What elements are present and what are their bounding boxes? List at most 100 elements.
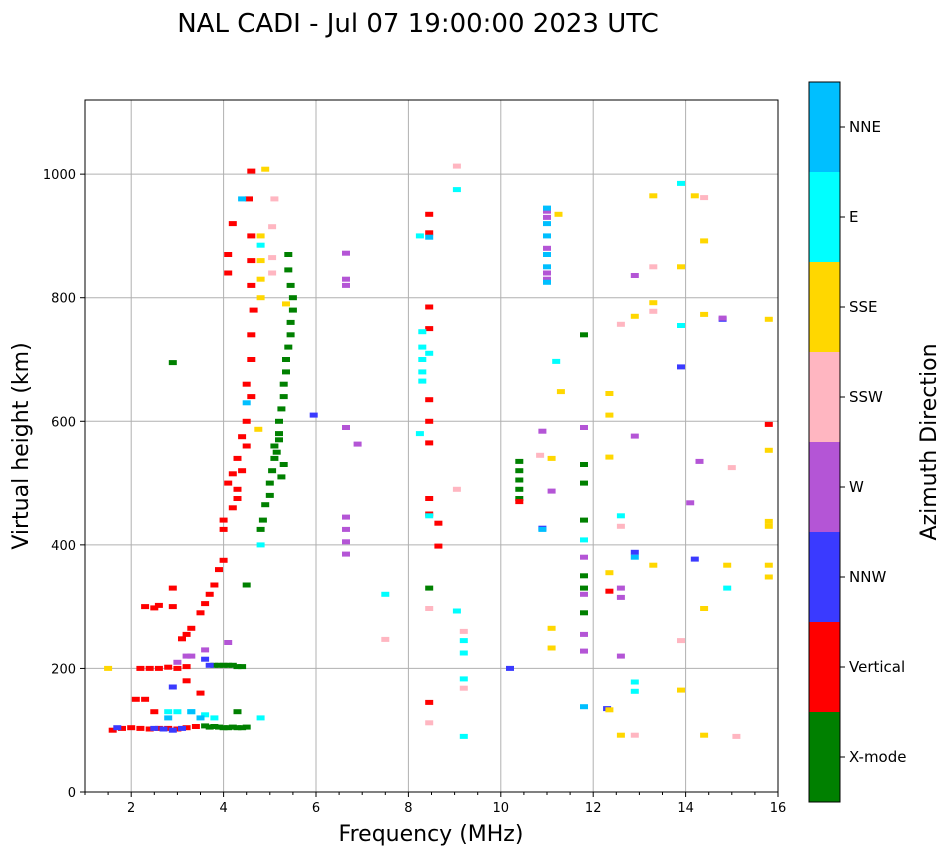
data-point-nnw [178,725,186,731]
data-point-x-mode [515,477,524,483]
data-point-w [630,273,639,278]
data-point-x-mode [515,468,524,474]
data-point-w [182,653,191,659]
data-point-nne [580,704,588,710]
data-point-ssw [425,720,434,726]
data-point-ssw [425,606,434,611]
data-point-x-mode [210,662,219,668]
data-point-ssw [459,628,468,634]
data-point-nne [543,264,551,270]
data-point-x-mode [282,357,290,362]
data-point-x-mode [279,394,288,400]
data-point-sse [256,258,265,264]
x-tick-label: 8 [404,801,412,816]
data-point-ssw [616,321,625,327]
data-point-vertical [247,233,256,239]
data-point-w [342,250,350,256]
data-point-sse [605,454,614,460]
data-point-x-mode [279,381,288,387]
data-point-sse [700,732,709,738]
data-point-vertical [425,496,434,501]
data-point-vertical [425,304,434,310]
data-point-vertical [233,455,242,461]
data-point-x-mode [580,332,588,338]
data-point-x-mode [238,725,247,731]
data-point-vertical [215,567,223,573]
data-point-nne [196,715,205,721]
data-point-w [616,653,625,659]
data-point-x-mode [268,468,277,474]
data-point-vertical [247,357,256,362]
data-point-e [452,608,461,614]
data-point-nnw [309,412,318,418]
data-point-sse [254,426,263,432]
data-point-e [415,431,424,437]
data-point-nnw [150,725,159,731]
colorbar-label: Azimuth Direction [917,343,942,540]
data-point-sse [605,412,614,418]
data-point-vertical [196,610,205,616]
data-point-ssw [268,224,277,230]
colorbar-tick-label: NNW [849,568,886,586]
data-point-vertical [434,520,443,526]
data-point-nne [238,196,247,202]
data-point-sse [256,276,265,282]
data-point-w [616,585,625,591]
data-point-sse [547,645,556,651]
data-point-e [415,233,424,239]
data-point-vertical [205,591,214,597]
data-point-x-mode [275,418,283,424]
data-point-vertical [201,601,210,607]
data-point-ssw [727,465,736,471]
colorbar-tick-label: SSW [849,388,883,406]
data-point-vertical [764,421,773,427]
data-point-nnw [690,556,699,562]
data-point-w [543,245,551,251]
data-point-x-mode [224,725,233,731]
data-point-sse [649,300,658,306]
colorbar-segment [809,442,840,532]
data-point-ssw [649,308,658,314]
data-point-w [616,594,625,600]
data-point-x-mode [242,582,251,588]
data-point-sse [547,625,556,631]
colorbar-tick-label: E [849,208,858,226]
data-point-nne [164,715,173,721]
data-point-x-mode [228,724,237,730]
data-point-sse [256,295,265,301]
data-point-vertical [238,434,247,440]
colorbar-segment [809,712,840,802]
data-point-vertical [242,381,251,387]
x-axis-ticks: 2 4 6 8 10 12 14 16 [84,792,786,816]
data-point-x-mode [284,267,293,273]
data-point-sse [605,570,614,576]
data-point-sse [690,193,699,199]
data-point-vertical [141,696,150,702]
data-point-ssw [616,523,625,529]
data-point-e [418,357,427,362]
y-tick-label: 600 [51,415,76,430]
data-point-w [543,214,551,220]
data-point-e [425,513,434,519]
data-point-nne [630,554,639,560]
plot-area: 2 4 6 8 10 12 14 16 0 200 400 600 800 1000 [43,99,786,816]
data-point-x-mode [205,724,214,730]
data-point-x-mode [219,725,228,731]
data-point-sse [649,562,658,568]
data-point-x-mode [272,449,281,455]
data-point-ssw [536,452,545,458]
data-point-vertical [245,196,253,202]
colorbar-segment [809,82,840,172]
data-point-w [342,539,350,545]
data-point-vertical [154,725,163,731]
data-point-w [342,282,350,288]
data-point-w [695,458,704,464]
data-point-nne [538,526,547,532]
colorbar-tick-label: Vertical [849,658,905,676]
data-point-e [580,537,588,543]
data-point-e [552,358,561,364]
data-point-nne [242,400,251,406]
data-point-vertical [136,725,145,731]
data-points [104,163,773,739]
data-point-vertical [425,326,434,332]
